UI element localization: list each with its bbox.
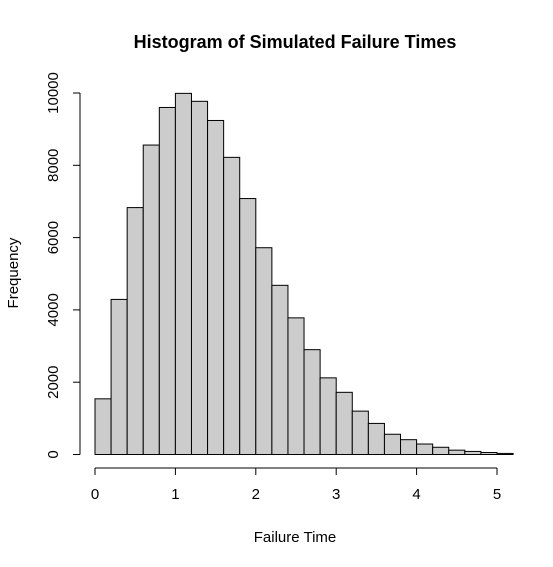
histogram-bar	[432, 446, 450, 455]
histogram-bar	[400, 439, 418, 455]
histogram-bar	[158, 106, 176, 456]
histogram-bar	[126, 207, 144, 455]
histogram-bar	[223, 156, 241, 456]
x-axis: 0 1 2 3 4 5	[91, 467, 501, 503]
y-tick-label: 6000	[45, 221, 62, 254]
histogram-bar	[303, 349, 321, 456]
histogram-bar	[383, 433, 402, 456]
y-tick-label: 4000	[45, 293, 62, 326]
histogram-bar	[239, 198, 257, 455]
histogram-bar	[287, 317, 305, 455]
histogram-bar	[94, 398, 112, 456]
x-tick-label: 0	[91, 486, 99, 503]
x-tick-label: 3	[332, 486, 340, 503]
x-tick-label: 1	[171, 486, 179, 503]
histogram-bar	[480, 452, 498, 455]
x-axis-label: Failure Time	[254, 529, 337, 546]
x-tick-label: 2	[252, 486, 260, 503]
y-tick-label: 0	[45, 450, 62, 458]
histogram-bar	[255, 247, 273, 455]
y-tick-label: 10000	[45, 72, 62, 114]
histogram-bar	[110, 298, 128, 455]
histogram-bar	[448, 449, 466, 455]
y-axis: 0 2000 4000 6000 8000 10000	[45, 72, 81, 459]
y-tick-label: 2000	[45, 366, 62, 399]
histogram-bar	[207, 119, 225, 455]
histogram-bar	[190, 100, 209, 455]
histogram-bar	[271, 284, 289, 455]
bars-group	[94, 92, 514, 456]
histogram-bar	[335, 391, 353, 455]
chart-title: Histogram of Simulated Failure Times	[134, 32, 457, 52]
histogram-bar	[367, 422, 385, 456]
histogram-bar	[142, 144, 160, 455]
x-tick-label: 5	[493, 486, 501, 503]
histogram-bar	[351, 410, 369, 455]
y-tick-label: 8000	[45, 149, 62, 182]
histogram-bar	[319, 377, 337, 455]
histogram-bar	[174, 92, 192, 455]
histogram-bar	[496, 452, 514, 455]
y-axis-label: Frequency	[5, 237, 22, 308]
histogram-bar	[416, 443, 434, 456]
histogram-bar	[464, 450, 482, 455]
x-tick-label: 4	[412, 486, 420, 503]
